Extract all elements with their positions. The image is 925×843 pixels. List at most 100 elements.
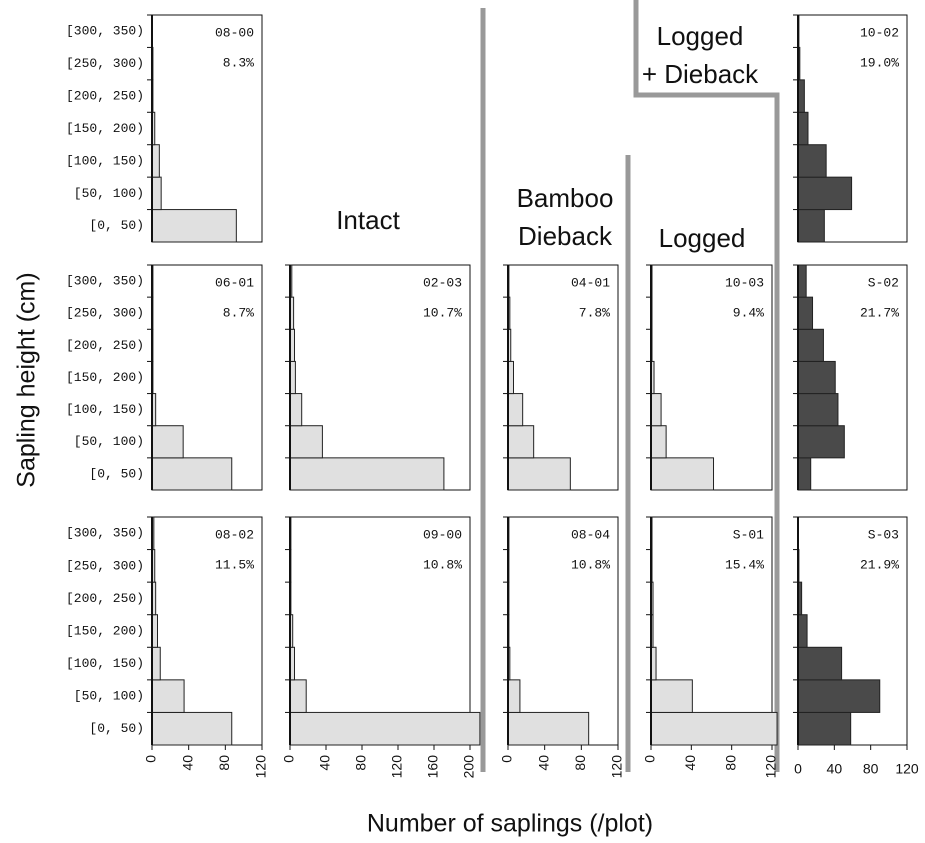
x-tick-label: 0 (794, 761, 802, 777)
panel-frame (650, 264, 773, 491)
x-tick-label: 120 (389, 755, 405, 779)
x-tick-label: 40 (317, 755, 333, 771)
bar (797, 646, 843, 681)
panel-annotation: 8.3% (223, 55, 254, 70)
panel-annotation: 15.4% (725, 557, 764, 572)
bar (151, 646, 161, 681)
group-label: + Dieback (642, 59, 759, 89)
bar (151, 711, 233, 746)
y-axis-title: Sapling height (cm) (13, 272, 41, 487)
bar (797, 328, 824, 362)
bar (650, 457, 715, 491)
x-tick-label: 120 (895, 761, 919, 777)
bar (151, 457, 233, 491)
x-tick-label: 200 (461, 755, 477, 779)
separator (633, 0, 780, 772)
bar (797, 393, 839, 427)
bar (151, 176, 162, 211)
x-tick-label: 40 (179, 755, 195, 771)
bar (797, 209, 825, 243)
x-tick-label: 80 (353, 755, 369, 771)
panel-label: S-03 (868, 527, 899, 542)
panel-label: 08-02 (215, 527, 254, 542)
x-tick-label: 80 (722, 755, 738, 771)
bar (650, 711, 778, 746)
panel-frame (507, 516, 619, 746)
panel-label: S-01 (733, 527, 764, 542)
x-tick-label: 80 (863, 761, 879, 777)
bar (289, 425, 323, 459)
bar (507, 457, 571, 491)
y-tick-label: [150, 200) (66, 370, 144, 385)
bar (289, 457, 445, 491)
x-tick-label: 40 (682, 755, 698, 771)
y-tick-label: [50, 100) (74, 434, 144, 449)
x-tick-label: 120 (253, 755, 269, 779)
y-tick-label: [100, 150) (66, 402, 144, 417)
y-tick-label: [50, 100) (74, 689, 144, 704)
bar (507, 425, 535, 459)
x-tick-label: 40 (827, 761, 843, 777)
bar (151, 144, 160, 178)
bar (797, 111, 809, 146)
y-tick-label: [300, 350) (66, 274, 144, 289)
group-label: Logged (657, 21, 744, 51)
panel-label: 10-03 (725, 275, 764, 290)
x-tick-label: 120 (609, 755, 625, 779)
panel-label: 09-00 (423, 527, 462, 542)
panel-frame (289, 516, 471, 746)
panel-label: 02-03 (423, 275, 462, 290)
bar (151, 209, 237, 243)
group-label: Intact (336, 205, 400, 235)
x-tick-label: 80 (572, 755, 588, 771)
bar (797, 614, 808, 648)
bar (797, 679, 881, 713)
y-tick-label: [100, 150) (66, 153, 144, 168)
panel-label: 04-01 (571, 275, 610, 290)
bar (797, 296, 814, 330)
panel-frame (151, 14, 263, 243)
x-tick-label: 0 (642, 755, 658, 763)
panel-annotation: 10.8% (571, 557, 610, 572)
y-tick-label: [250, 300) (66, 306, 144, 321)
panel-annotation: 8.7% (223, 305, 254, 320)
bar (151, 425, 184, 459)
y-tick-label: [100, 150) (66, 656, 144, 671)
bar (797, 264, 807, 298)
y-tick-label: [300, 350) (66, 526, 144, 541)
panel-annotation: 19.0% (860, 55, 899, 70)
separators (480, 0, 780, 772)
panel-label: 08-04 (571, 527, 610, 542)
panel-annotation: 7.8% (579, 305, 610, 320)
panel-label: 10-02 (860, 25, 899, 40)
y-tick-label: [0, 50) (89, 218, 144, 233)
y-tick-label: [200, 250) (66, 89, 144, 104)
y-tick-label: [150, 200) (66, 121, 144, 136)
panel-label: S-02 (868, 275, 899, 290)
bar (797, 457, 812, 491)
x-tick-label: 0 (281, 755, 297, 763)
bar (507, 711, 590, 746)
bar (507, 393, 524, 427)
bar (289, 679, 307, 713)
y-tick-label: [50, 100) (74, 186, 144, 201)
bar (797, 360, 836, 395)
x-tick-label: 160 (425, 755, 441, 779)
bar (650, 425, 667, 459)
x-tick-label: 0 (499, 755, 515, 763)
y-tick-label: [300, 350) (66, 24, 144, 39)
panel-annotation: 21.9% (860, 557, 899, 572)
bar (507, 679, 521, 713)
y-tick-label: [250, 300) (66, 558, 144, 573)
bar (797, 425, 845, 459)
panel-label: 08-00 (215, 25, 254, 40)
y-tick-label: [200, 250) (66, 338, 144, 353)
panel-annotation: 10.7% (423, 305, 462, 320)
bar (797, 711, 852, 746)
y-tick-label: [0, 50) (89, 721, 144, 736)
bar (797, 144, 827, 178)
y-tick-label: [250, 300) (66, 56, 144, 71)
y-tick-label: [200, 250) (66, 591, 144, 606)
panel-label: 06-01 (215, 275, 254, 290)
